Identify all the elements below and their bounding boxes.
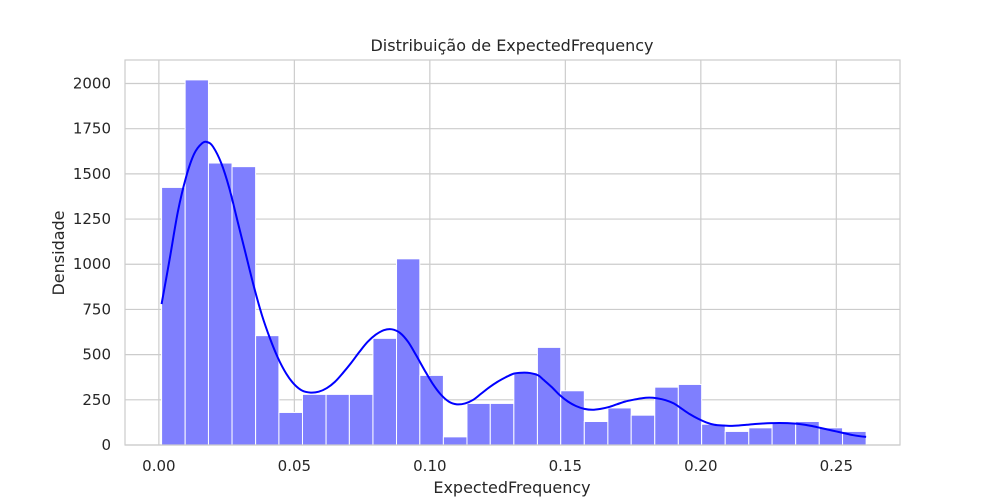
y-tick-label: 2000 — [73, 74, 111, 92]
histogram-bar — [161, 186, 186, 446]
y-tick-label: 1750 — [73, 120, 111, 138]
histogram-bar — [701, 423, 726, 446]
histogram-bar — [419, 374, 444, 446]
histogram-bar — [231, 166, 257, 446]
histogram-bar — [630, 414, 656, 446]
chart-title: Distribuição de ExpectedFrequency — [370, 36, 653, 55]
y-tick-label: 500 — [82, 346, 111, 364]
histogram-bar — [466, 402, 491, 446]
histogram-bar — [513, 372, 538, 446]
histogram-bar — [207, 162, 233, 446]
histogram-bar — [654, 386, 679, 446]
histogram-bar — [607, 407, 632, 446]
histogram-bar — [583, 421, 609, 446]
y-tick-label: 250 — [82, 391, 111, 409]
histogram-bar — [348, 393, 374, 446]
y-axis-label: Densidade — [49, 210, 68, 295]
y-tick-label: 750 — [82, 300, 111, 318]
x-tick-label: 0.10 — [413, 457, 446, 475]
y-tick-label: 1000 — [73, 255, 111, 273]
histogram-bar — [489, 402, 515, 446]
histogram-bar — [536, 346, 562, 446]
histogram-bar — [184, 79, 209, 446]
y-tick-label: 0 — [101, 436, 111, 454]
histogram-bars — [161, 79, 867, 446]
y-tick-label: 1500 — [73, 165, 111, 183]
x-axis-label: ExpectedFrequency — [433, 478, 590, 497]
histogram-bar — [325, 393, 350, 446]
histogram-bar — [724, 430, 750, 446]
histogram-bar — [396, 258, 421, 446]
histogram-bar — [278, 411, 303, 446]
y-tick-labels: 0 250 500 750 1000 1250 1500 1750 2000 — [73, 74, 111, 454]
histogram-bar — [442, 436, 468, 446]
x-tick-label: 0.05 — [278, 457, 311, 475]
histogram-bar — [748, 427, 773, 446]
x-tick-label: 0.25 — [820, 457, 853, 475]
x-tick-label: 0.20 — [684, 457, 717, 475]
histogram-bar — [771, 422, 797, 446]
y-tick-label: 1250 — [73, 210, 111, 228]
histogram-bar — [372, 337, 398, 446]
plot-frame — [124, 59, 901, 446]
x-tick-label: 0.00 — [142, 457, 175, 475]
kde-curve — [160, 140, 867, 438]
x-tick-label: 0.15 — [549, 457, 582, 475]
histogram-bar — [301, 393, 327, 446]
x-tick-labels: 0.00 0.05 0.10 0.15 0.20 0.25 — [142, 457, 853, 475]
